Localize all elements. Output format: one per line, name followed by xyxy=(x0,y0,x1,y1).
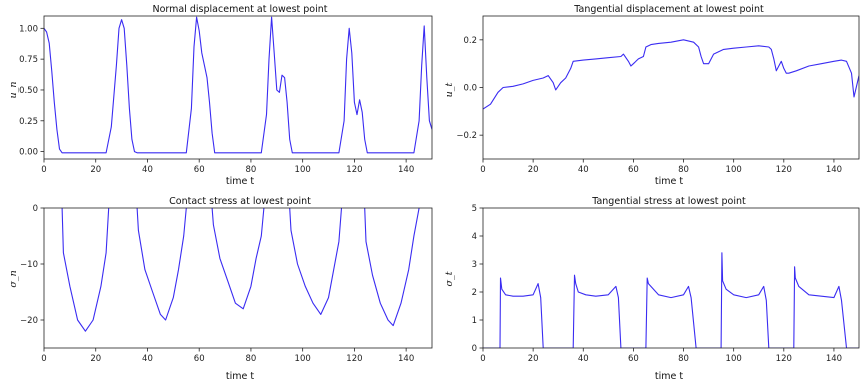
panel-tangential-stress: Tangential stress at lowest point time t… xyxy=(444,196,860,382)
y-tick-label: 4 xyxy=(472,232,477,242)
y-tick-label: 0.75 xyxy=(19,55,38,65)
series-line-2 xyxy=(136,208,187,321)
x-tick-label: 0 xyxy=(480,165,485,175)
x-tick-label: 100 xyxy=(295,165,311,175)
y-tick-label: 1.00 xyxy=(19,24,38,34)
y-tick-label: 0 xyxy=(472,344,477,354)
x-tick-label: 140 xyxy=(398,165,414,175)
x-tick-label: 140 xyxy=(398,354,414,364)
panel-tangential-displacement: Tangential displacement at lowest point … xyxy=(444,4,860,187)
y-tick-label: 0 xyxy=(33,204,38,214)
y-tick-label: 0.0 xyxy=(463,84,477,94)
series-group xyxy=(483,39,859,110)
y-axis-label: u_n xyxy=(8,82,19,99)
y-tick-label: 0.00 xyxy=(19,148,38,158)
x-tick-label: 60 xyxy=(194,354,205,364)
panel-contact-stress: Contact stress at lowest point time t σ_… xyxy=(8,196,433,382)
y-axis-label: u_t xyxy=(444,82,455,97)
series-line-1 xyxy=(61,208,110,332)
x-axis-label: time t xyxy=(226,176,254,187)
axes-normal-displacement: 0 20 40 60 80 100 120 140 0.00 0.25 0.50 0.75 1.00 xyxy=(19,15,433,175)
y-tick-label: 0.2 xyxy=(463,36,477,46)
y-tick-label: 3 xyxy=(472,260,477,270)
x-tick-label: 140 xyxy=(826,165,842,175)
x-tick-label: 80 xyxy=(678,354,689,364)
x-tick-label: 40 xyxy=(578,354,589,364)
x-tick-label: 0 xyxy=(480,354,485,364)
series-group xyxy=(44,16,432,154)
axes-frame xyxy=(43,207,433,349)
x-tick-label: 120 xyxy=(776,165,792,175)
x-tick-label: 20 xyxy=(528,165,539,175)
y-tick-label: −20 xyxy=(20,316,38,326)
x-tick-label: 80 xyxy=(246,354,257,364)
x-tick-label: 120 xyxy=(346,354,362,364)
y-axis-label: σ_t xyxy=(444,271,455,286)
y-tick-label: 2 xyxy=(472,288,477,298)
y-tick-label: 1 xyxy=(472,316,477,326)
x-tick-label: 80 xyxy=(678,165,689,175)
series-line-5 xyxy=(364,208,420,327)
x-tick-label: 0 xyxy=(41,165,46,175)
x-tick-label: 60 xyxy=(628,354,639,364)
series-line-1 xyxy=(483,39,859,110)
x-tick-label: 40 xyxy=(142,165,153,175)
x-tick-label: 100 xyxy=(726,165,742,175)
y-tick-label: −10 xyxy=(20,260,38,270)
axes-frame xyxy=(482,15,860,160)
chart-title: Normal displacement at lowest point xyxy=(153,4,328,15)
x-tick-label: 100 xyxy=(726,354,742,364)
series-group xyxy=(61,208,420,332)
x-tick-label: 20 xyxy=(528,354,539,364)
axes-tangential-stress: 0 20 40 60 80 100 120 140 0 1 2 3 4 5 xyxy=(472,204,860,364)
series-line-1 xyxy=(44,16,432,154)
y-axis-label: σ_n xyxy=(8,270,19,287)
axes-contact-stress: 0 20 40 60 80 100 120 140 0 −10 −20 xyxy=(20,204,433,364)
x-tick-label: 0 xyxy=(41,354,46,364)
x-axis-label: time t xyxy=(226,371,254,382)
x-axis-label: time t xyxy=(655,176,683,187)
axes-tangential-displacement: 0 20 40 60 80 100 120 140 −0.2 0.0 0.2 xyxy=(456,15,860,175)
y-tick-label: 0.25 xyxy=(19,117,38,127)
y-tick-label: 0.50 xyxy=(19,86,38,96)
chart-title: Contact stress at lowest point xyxy=(169,196,311,207)
x-tick-label: 60 xyxy=(194,165,205,175)
x-tick-label: 60 xyxy=(628,165,639,175)
series-group xyxy=(483,252,859,348)
y-tick-label: −0.2 xyxy=(456,131,477,141)
x-tick-label: 20 xyxy=(90,165,101,175)
x-tick-label: 140 xyxy=(826,354,842,364)
x-tick-label: 120 xyxy=(776,354,792,364)
x-axis-label: time t xyxy=(655,371,683,382)
series-line-4 xyxy=(289,208,343,315)
panel-normal-displacement: Normal displacement at lowest point time… xyxy=(8,4,433,187)
axes-frame xyxy=(43,15,433,160)
x-tick-label: 100 xyxy=(295,354,311,364)
x-tick-label: 80 xyxy=(246,165,257,175)
x-tick-label: 20 xyxy=(90,354,101,364)
chart-title: Tangential displacement at lowest point xyxy=(573,4,764,15)
x-tick-label: 40 xyxy=(142,354,153,364)
x-tick-label: 120 xyxy=(346,165,362,175)
axes-frame xyxy=(482,207,860,349)
series-line-1 xyxy=(483,252,859,348)
chart-title: Tangential stress at lowest point xyxy=(591,196,746,207)
y-tick-label: 5 xyxy=(472,204,477,214)
series-line-3 xyxy=(211,208,265,310)
x-tick-label: 40 xyxy=(578,165,589,175)
